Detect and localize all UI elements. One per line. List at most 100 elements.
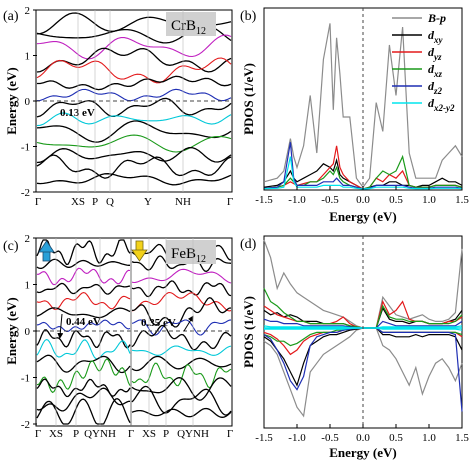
panel-b-label: (b) (240, 9, 257, 24)
band-line (36, 258, 130, 270)
panel-a: (a) CrB12 0.13 eV Energy (eV) 2 1 0 -1 -2 Γ X… (3, 5, 233, 208)
panel-c-label: (c) (3, 239, 19, 254)
band-line (131, 319, 232, 336)
kpoint-label: Γ (128, 428, 134, 440)
ytick-label: 1 (25, 51, 31, 63)
xtick-label: 1.0 (422, 194, 436, 206)
kpoint-label: Q (106, 196, 114, 208)
panel-a-gap-annotation: 0.13 eV (60, 107, 95, 119)
band-line (37, 75, 232, 91)
ytick-label: -2 (21, 187, 30, 199)
band-line (36, 154, 232, 179)
band-line (131, 362, 232, 389)
ytick-label: 0 (25, 96, 31, 108)
panel-d-xlabel: Energy (eV) (329, 445, 397, 460)
xtick-label: -1.0 (288, 194, 306, 206)
pdos-line-b-p (263, 23, 463, 189)
xtick-label: -1.5 (255, 432, 273, 444)
legend-entry: B-p (427, 11, 446, 25)
panel-c-compound-box (166, 240, 216, 264)
band-line (36, 354, 131, 374)
xtick-label: 0.0 (356, 194, 370, 206)
kpoint-label: Γ (227, 428, 233, 440)
ytick-label: 2 (25, 5, 31, 17)
xtick-label: 0.5 (389, 432, 403, 444)
ytick-label: 1 (25, 280, 31, 292)
xtick-label: -0.5 (321, 194, 339, 206)
xtick-label: -1.5 (255, 194, 273, 206)
band-line (131, 377, 232, 401)
legend-entry: dyz (428, 45, 442, 62)
panel-d-label: (d) (240, 237, 257, 252)
band-line (36, 307, 131, 319)
xtick-label: -1.0 (288, 432, 306, 444)
kpoint-label: P (92, 196, 98, 208)
panel-b-ylabel: PDOS (1/eV) (241, 63, 256, 135)
pdos-line-dxy-up- (263, 306, 463, 329)
panel-a-label: (a) (3, 9, 19, 24)
band-line (131, 385, 232, 416)
panel-a-compound: CrB12 (171, 18, 206, 37)
pdos-line-b-p-down- (263, 327, 463, 418)
spin-up-arrow-icon (38, 240, 55, 262)
ytick-label: 2 (25, 233, 31, 245)
panel-a-bands (36, 12, 232, 186)
panel-c: (c) FeB12 0.44 eV 0.35 eV Energy (eV) 2 1… (3, 233, 233, 440)
xtick-label: 0.5 (389, 194, 403, 206)
xtick-label: 1.5 (455, 432, 469, 444)
panel-a-compound-box (166, 12, 216, 36)
band-line (36, 358, 131, 394)
panel-c-compound: FeB12 (171, 246, 206, 265)
band-line (37, 267, 131, 286)
panel-a-kpoints: Γ XS P Q Y NH Γ (35, 10, 233, 208)
kpoint-label: Γ (35, 196, 41, 208)
panel-a-ylabel: Energy (eV) (4, 67, 19, 135)
panel-b-xlabel: Energy (eV) (329, 209, 397, 224)
band-line (131, 345, 232, 356)
band-line (36, 282, 131, 295)
panel-c-kpoints: Γ XS P QYNH Γ XS P QYNH Γ (35, 238, 233, 440)
ytick-label: 0 (25, 326, 31, 338)
band-line (36, 319, 131, 332)
kpoint-label: NH (175, 196, 191, 208)
band-line (36, 146, 232, 164)
pdos-line-dx2-y2 (263, 156, 463, 190)
panel-b-xticks: -1.5 -1.0 -0.5 0.0 0.5 1.0 1.5 (255, 186, 469, 206)
band-line (36, 339, 131, 360)
band-line (131, 268, 232, 284)
band-line (131, 407, 232, 418)
kpoint-label: XS (71, 196, 85, 208)
legend-entry: dx2-y2 (428, 96, 455, 113)
panel-c-gap-annotation-down: 0.35 eV (141, 317, 176, 329)
band-line (131, 324, 232, 351)
panel-d-xticks: -1.5 -1.0 -0.5 0.0 0.5 1.0 1.5 (255, 424, 469, 444)
kpoint-label: P (73, 428, 79, 440)
ytick-label: -1 (21, 373, 30, 385)
band-line (131, 280, 232, 298)
band-line (36, 134, 232, 153)
band-line (36, 329, 131, 349)
band-line (36, 398, 131, 425)
band-line (36, 292, 131, 311)
band-line (36, 34, 232, 60)
ytick-label: -1 (21, 142, 30, 154)
band-line (131, 355, 232, 372)
ytick-label: -2 (21, 419, 30, 431)
panel-c-gap-arrows (57, 313, 194, 339)
kpoint-label: Γ (35, 428, 41, 440)
panel-b: (b) PDOS (1/eV) Energy (eV) -1.5 -1.0 -0.5… (240, 7, 469, 224)
band-line (36, 47, 232, 73)
band-line (36, 88, 232, 102)
band-line (132, 296, 232, 328)
band-line (36, 378, 131, 398)
band-line (36, 97, 232, 118)
xtick-label: 1.0 (422, 432, 436, 444)
panel-c-bands (36, 239, 232, 425)
band-line (36, 112, 232, 127)
legend-entry: dxy (428, 28, 444, 45)
pdos-line-dxz-down- (263, 327, 463, 347)
panel-b-pdos-lines (263, 23, 463, 190)
legend-entry: dz2 (428, 79, 443, 96)
